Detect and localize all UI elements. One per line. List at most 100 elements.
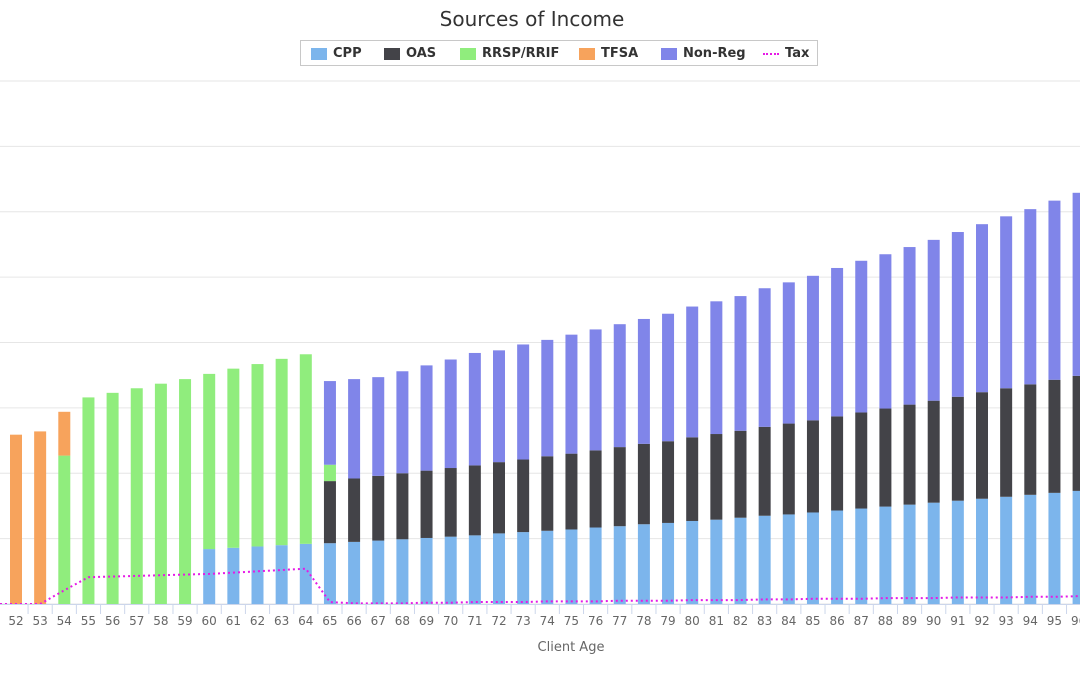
- bar-cpp-76[interactable]: [589, 527, 602, 604]
- bar-oas-72[interactable]: [493, 462, 505, 534]
- bar-rrsp-rrif-63[interactable]: [275, 358, 288, 546]
- bar-cpp-83[interactable]: [758, 515, 771, 604]
- bar-non-reg-71[interactable]: [468, 352, 481, 466]
- bar-non-reg-89[interactable]: [903, 247, 916, 405]
- bar-oas-83[interactable]: [758, 426, 771, 516]
- bar-non-reg-81[interactable]: [710, 301, 723, 435]
- bar-cpp-80[interactable]: [686, 520, 699, 604]
- bar-rrsp-rrif-65[interactable]: [323, 464, 336, 482]
- bar-non-reg-66[interactable]: [348, 379, 361, 479]
- bar-oas-68[interactable]: [396, 473, 409, 540]
- bar-oas-66[interactable]: [348, 478, 361, 542]
- bar-oas-90[interactable]: [927, 400, 940, 503]
- bar-cpp-61[interactable]: [227, 547, 240, 604]
- bar-tfsa-53[interactable]: [34, 431, 47, 604]
- bar-non-reg-86[interactable]: [831, 267, 844, 417]
- bar-non-reg-72[interactable]: [493, 350, 505, 463]
- bar-cpp-95[interactable]: [1048, 492, 1061, 604]
- bar-cpp-89[interactable]: [903, 504, 916, 604]
- bar-oas-79[interactable]: [662, 441, 675, 523]
- bar-tfsa-52[interactable]: [10, 434, 22, 604]
- bar-non-reg-70[interactable]: [444, 359, 457, 469]
- bar-cpp-71[interactable]: [468, 535, 481, 604]
- bar-cpp-74[interactable]: [541, 530, 554, 604]
- bar-oas-70[interactable]: [444, 468, 457, 537]
- bar-non-reg-77[interactable]: [613, 324, 626, 448]
- bar-non-reg-95[interactable]: [1048, 200, 1061, 380]
- bar-cpp-64[interactable]: [299, 543, 312, 604]
- bar-oas-82[interactable]: [734, 430, 747, 518]
- bar-rrsp-rrif-55[interactable]: [82, 397, 95, 604]
- bar-oas-87[interactable]: [855, 412, 868, 509]
- tax-line[interactable]: [0, 567, 1080, 605]
- bar-non-reg-85[interactable]: [806, 275, 819, 421]
- bar-cpp-91[interactable]: [951, 500, 964, 604]
- bar-cpp-82[interactable]: [734, 517, 747, 604]
- bar-cpp-65[interactable]: [323, 543, 336, 604]
- bar-oas-78[interactable]: [637, 443, 650, 525]
- bar-oas-77[interactable]: [613, 447, 626, 527]
- bar-non-reg-91[interactable]: [951, 232, 964, 397]
- bar-cpp-63[interactable]: [275, 545, 288, 604]
- bar-cpp-84[interactable]: [782, 514, 795, 604]
- bar-rrsp-rrif-64[interactable]: [299, 354, 312, 544]
- bar-oas-93[interactable]: [1000, 388, 1013, 497]
- bar-oas-89[interactable]: [903, 404, 916, 505]
- bar-oas-81[interactable]: [710, 434, 723, 520]
- bar-cpp-81[interactable]: [710, 519, 723, 604]
- bar-oas-75[interactable]: [565, 453, 578, 530]
- bar-cpp-60[interactable]: [203, 549, 216, 604]
- bar-non-reg-92[interactable]: [976, 224, 988, 393]
- bar-rrsp-rrif-61[interactable]: [227, 368, 240, 548]
- bar-cpp-70[interactable]: [444, 536, 457, 604]
- bar-non-reg-69[interactable]: [420, 365, 433, 471]
- bar-tfsa-54[interactable]: [58, 411, 71, 456]
- bar-rrsp-rrif-58[interactable]: [154, 383, 167, 604]
- bar-oas-95[interactable]: [1048, 379, 1061, 493]
- bar-non-reg-88[interactable]: [879, 254, 892, 409]
- bar-cpp-87[interactable]: [855, 508, 868, 604]
- bar-oas-92[interactable]: [976, 392, 988, 499]
- bar-oas-96[interactable]: [1072, 375, 1080, 491]
- bar-oas-91[interactable]: [951, 396, 964, 501]
- bar-oas-74[interactable]: [541, 456, 554, 531]
- bar-cpp-93[interactable]: [1000, 496, 1013, 604]
- bar-cpp-86[interactable]: [831, 510, 844, 604]
- bar-oas-71[interactable]: [468, 465, 481, 536]
- bar-oas-76[interactable]: [589, 450, 602, 528]
- bar-cpp-85[interactable]: [806, 512, 819, 604]
- bar-cpp-77[interactable]: [613, 526, 626, 604]
- bar-rrsp-rrif-59[interactable]: [179, 379, 192, 604]
- bar-rrsp-rrif-57[interactable]: [130, 388, 143, 604]
- bar-non-reg-78[interactable]: [637, 318, 650, 444]
- bar-non-reg-83[interactable]: [758, 288, 771, 427]
- bar-non-reg-65[interactable]: [323, 381, 336, 465]
- bar-oas-88[interactable]: [879, 408, 892, 507]
- bar-cpp-62[interactable]: [251, 546, 264, 604]
- bar-non-reg-80[interactable]: [686, 306, 699, 438]
- bar-oas-73[interactable]: [517, 459, 530, 533]
- bar-cpp-92[interactable]: [976, 498, 988, 604]
- bar-cpp-79[interactable]: [662, 522, 675, 604]
- bar-rrsp-rrif-54[interactable]: [58, 455, 71, 604]
- bar-oas-94[interactable]: [1024, 384, 1037, 495]
- bar-non-reg-76[interactable]: [589, 329, 602, 451]
- bar-cpp-66[interactable]: [348, 541, 361, 604]
- bar-cpp-88[interactable]: [879, 506, 892, 604]
- bar-non-reg-84[interactable]: [782, 282, 795, 424]
- bar-oas-67[interactable]: [372, 475, 385, 541]
- bar-non-reg-90[interactable]: [927, 239, 940, 401]
- bar-oas-84[interactable]: [782, 423, 795, 515]
- bar-non-reg-93[interactable]: [1000, 216, 1013, 389]
- bar-cpp-78[interactable]: [637, 524, 650, 604]
- bar-cpp-94[interactable]: [1024, 494, 1037, 604]
- bar-non-reg-73[interactable]: [517, 344, 530, 460]
- bar-cpp-90[interactable]: [927, 502, 940, 604]
- bar-rrsp-rrif-60[interactable]: [203, 373, 216, 550]
- bar-cpp-69[interactable]: [420, 537, 433, 604]
- bar-rrsp-rrif-56[interactable]: [106, 392, 119, 604]
- bar-non-reg-87[interactable]: [855, 260, 868, 413]
- bar-non-reg-75[interactable]: [565, 334, 578, 454]
- bar-non-reg-67[interactable]: [372, 377, 385, 476]
- bar-non-reg-94[interactable]: [1024, 209, 1037, 385]
